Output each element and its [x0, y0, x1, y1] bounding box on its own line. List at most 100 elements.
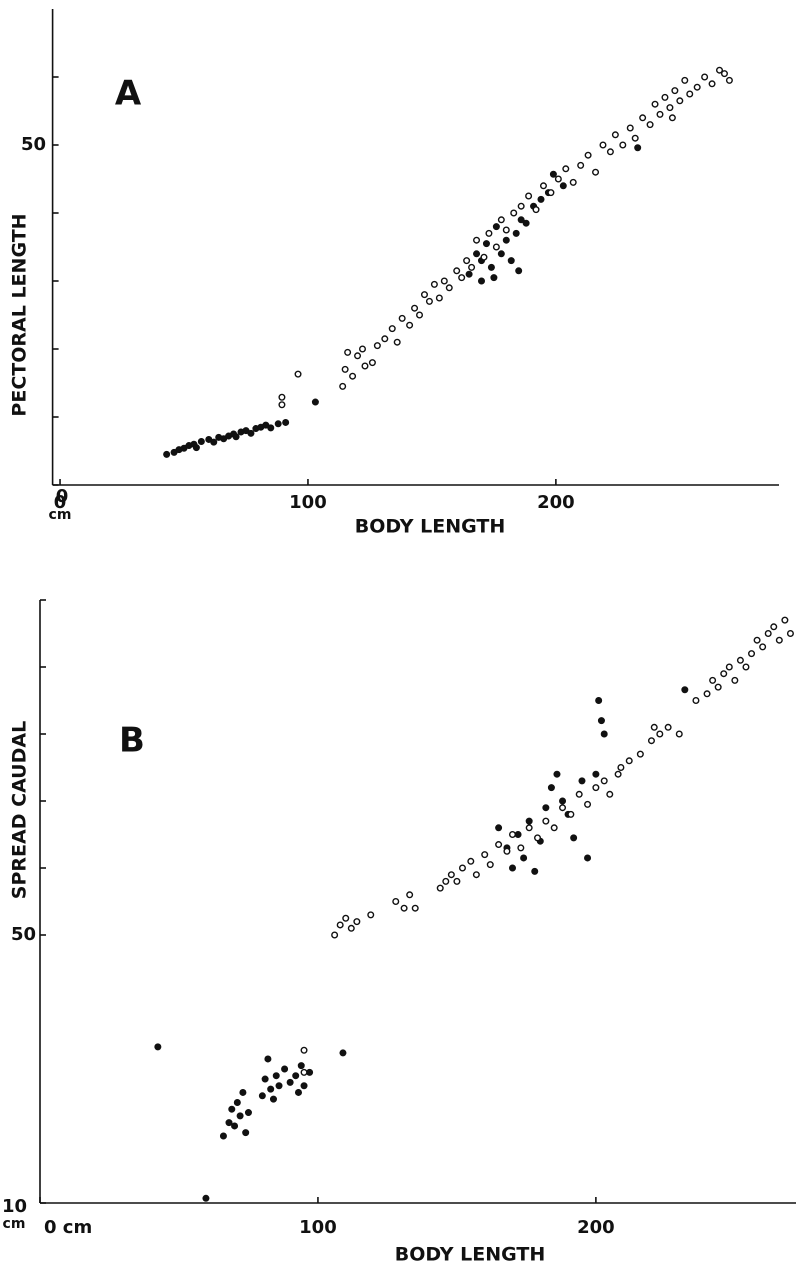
open-point [344, 348, 352, 356]
filled-point [242, 1129, 250, 1137]
open-point [692, 697, 700, 705]
panel-label: B [119, 721, 145, 761]
open-point [525, 824, 533, 832]
open-point [509, 831, 517, 839]
x-axis-label: BODY LENGTH [355, 516, 506, 538]
filled-point [202, 1194, 210, 1202]
open-point [725, 663, 733, 671]
filled-point [269, 1095, 277, 1103]
open-point [708, 80, 716, 88]
open-point [447, 871, 455, 879]
open-point [542, 817, 550, 825]
filled-point [542, 804, 550, 812]
filled-point [634, 144, 642, 152]
open-point [592, 784, 600, 792]
filled-point [495, 824, 503, 832]
open-point [486, 861, 494, 869]
filled-point [274, 420, 282, 428]
open-point [742, 663, 750, 671]
open-point [353, 918, 361, 926]
open-point [361, 362, 369, 370]
open-point [411, 904, 419, 912]
filled-point [681, 686, 689, 694]
open-point [701, 73, 709, 81]
open-point [786, 630, 794, 638]
open-point [636, 750, 644, 758]
open-point [676, 97, 684, 105]
filled-point [547, 784, 555, 792]
filled-point [264, 1055, 272, 1063]
filled-point [595, 696, 603, 704]
open-point [656, 730, 664, 738]
y-axis-label: PECTORAL LENGTH [9, 213, 31, 416]
open-point [584, 151, 592, 159]
open-point [569, 178, 577, 186]
open-point [759, 643, 767, 651]
filled-point [522, 219, 530, 227]
filled-point [559, 182, 567, 190]
x-tick-label: 200 [577, 1217, 615, 1238]
open-point [436, 884, 444, 892]
open-point [481, 851, 489, 859]
filled-point [492, 223, 500, 231]
open-point [575, 790, 583, 798]
open-point [606, 790, 614, 798]
open-point [547, 189, 555, 197]
open-point [656, 110, 664, 118]
filled-point [244, 1109, 252, 1117]
open-point [278, 393, 286, 401]
y-tick-label: 50 [11, 924, 36, 945]
filled-point [553, 770, 561, 778]
open-point [675, 730, 683, 738]
open-point [480, 253, 488, 261]
filled-point [578, 777, 586, 785]
open-point [736, 656, 744, 664]
x-tick-label: 100 [299, 1217, 337, 1238]
open-point [472, 871, 480, 879]
open-point [502, 226, 510, 234]
filled-point [154, 1043, 162, 1051]
open-point [753, 636, 761, 644]
open-point [420, 291, 428, 299]
open-point [485, 229, 493, 237]
origin-label: 0 [56, 486, 69, 507]
open-point [435, 294, 443, 302]
open-point [584, 800, 592, 808]
filled-point [537, 195, 545, 203]
filled-point [297, 1062, 305, 1070]
open-point [336, 921, 344, 929]
x-tick-label: 100 [289, 492, 327, 513]
open-point [661, 93, 669, 101]
x-tick-label: 200 [537, 492, 575, 513]
open-point [388, 325, 396, 333]
open-point [600, 777, 608, 785]
open-point [358, 345, 366, 353]
open-point [709, 676, 717, 684]
filled-point [592, 770, 600, 778]
filled-point [300, 1082, 308, 1090]
filled-point [487, 263, 495, 271]
filled-point [275, 1082, 283, 1090]
filled-point [258, 1092, 266, 1100]
y-tick-label: 10 [2, 1196, 27, 1217]
open-point [430, 280, 438, 288]
open-point [453, 267, 461, 275]
filled-point [225, 1119, 233, 1127]
open-point [497, 216, 505, 224]
open-point [559, 804, 567, 812]
filled-point [570, 834, 578, 842]
open-point [342, 914, 350, 922]
open-point [473, 236, 481, 244]
open-point [406, 891, 414, 899]
open-point [373, 342, 381, 350]
open-point [534, 834, 542, 842]
filled-point [261, 1075, 269, 1083]
filled-point [228, 1105, 236, 1113]
open-point [425, 297, 433, 305]
filled-point [497, 250, 505, 258]
filled-point [192, 444, 200, 452]
filled-point [531, 867, 539, 875]
open-point [671, 87, 679, 95]
open-point [775, 636, 783, 644]
